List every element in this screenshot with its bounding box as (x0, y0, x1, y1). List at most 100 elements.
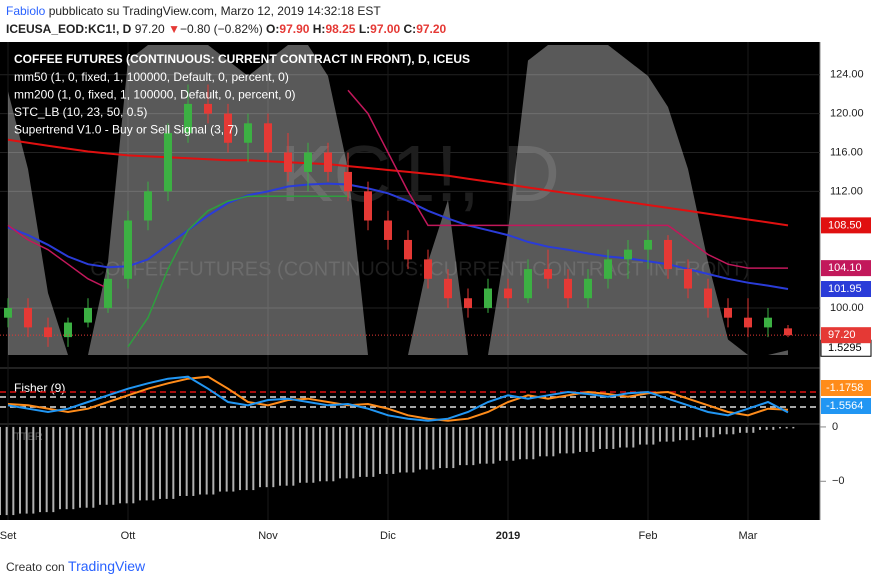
histogram-bar (512, 426, 515, 461)
histogram-bar (299, 426, 301, 483)
x-tick-label: Ott (121, 530, 136, 542)
histogram-bar (739, 426, 741, 433)
histogram-bar (499, 426, 501, 461)
histogram-bar (752, 426, 755, 433)
histogram-bar (372, 426, 375, 477)
histogram-bar (419, 426, 421, 470)
candle-body (464, 298, 472, 308)
histogram-bar (39, 426, 41, 513)
candle-body (64, 322, 72, 338)
histogram-bar (619, 426, 621, 448)
legend-item: mm50 (1, 0, fixed, 1, 100000, Default, 0… (14, 70, 289, 84)
pane-title: Fisher (9) (14, 381, 65, 395)
candle-body (144, 191, 152, 221)
histogram-bar (265, 426, 268, 488)
histogram-bar (652, 426, 655, 445)
candle-body (424, 259, 432, 279)
histogram-bar (425, 426, 428, 470)
histogram-bar (605, 426, 608, 449)
histogram-bar (525, 426, 528, 460)
histogram-bar (212, 426, 215, 495)
histogram-bar (392, 426, 395, 474)
o-key: O: (266, 22, 280, 36)
price-label-bg (821, 281, 871, 298)
candle-body (164, 133, 172, 192)
watermark-sub: COFFEE FUTURES (CONTINUOUS: CURRENT CONT… (90, 258, 749, 280)
histogram-bar (232, 426, 235, 492)
histogram-bar (452, 426, 455, 469)
histogram-bar (145, 426, 148, 501)
histogram-bar (85, 426, 88, 508)
histogram-bar (645, 426, 648, 445)
histogram-bar (185, 426, 188, 496)
histogram-bar (552, 426, 555, 457)
candle-body (4, 307, 12, 318)
histogram-bar (52, 426, 55, 513)
histogram-bar (432, 426, 435, 470)
candle-body (624, 249, 632, 260)
histogram-bar (672, 426, 675, 442)
candle-body (444, 278, 452, 299)
candle-body (184, 103, 192, 134)
x-tick-label: Set (0, 530, 16, 542)
candle-body (44, 327, 52, 338)
histogram-bar (259, 426, 261, 488)
o: 97.90 (279, 22, 310, 36)
histogram-bar (72, 426, 75, 510)
histogram-bar (345, 426, 348, 479)
histogram-bar (305, 426, 308, 483)
price-label-bg (821, 217, 871, 234)
histogram-bar (539, 426, 541, 457)
histogram-bar (692, 426, 695, 441)
histogram-bar (519, 426, 521, 460)
price-label: -1.1758 (826, 382, 863, 394)
histogram-bar (765, 426, 768, 430)
histogram-bar (352, 426, 355, 479)
histogram-bar (245, 426, 248, 491)
histogram-bar (492, 426, 495, 464)
candle-body (484, 288, 492, 308)
candle-body (684, 269, 692, 289)
histogram-bar (12, 426, 15, 516)
histogram-bar (399, 426, 401, 473)
histogram-bar (219, 426, 221, 492)
histogram-bar (625, 426, 628, 448)
histogram-bar (312, 426, 315, 483)
histogram-bar (225, 426, 228, 492)
histogram-bar (405, 426, 408, 473)
l-key: L: (358, 22, 371, 36)
pane-title: TTER (14, 431, 43, 443)
price-label-bg (821, 260, 871, 277)
histogram-bar (639, 426, 641, 445)
brand[interactable]: TradingView (68, 558, 146, 574)
h-key: H: (312, 22, 326, 36)
y-tick-label: 100.00 (830, 302, 864, 314)
histogram-bar (165, 426, 168, 499)
indicator-line (7, 182, 789, 290)
candle-body (584, 278, 592, 299)
candle-body (224, 113, 232, 143)
histogram-bar (659, 426, 661, 442)
y-tick-label: 112.00 (830, 185, 863, 197)
author[interactable]: Fabiolo (6, 4, 46, 18)
histogram-bar (665, 426, 668, 442)
histogram-bar (192, 426, 195, 496)
price: 97.20 (134, 22, 165, 36)
y-tick-label: 124.00 (830, 69, 864, 81)
c: 97.20 (416, 22, 447, 36)
stc-area (8, 45, 788, 355)
histogram-bar (19, 426, 21, 514)
histogram-bar (359, 426, 361, 477)
candle-body (544, 269, 552, 279)
histogram-bar (532, 426, 535, 460)
price-label: 108.50 (828, 219, 862, 231)
histogram-bar (459, 426, 461, 466)
candle-body (344, 171, 352, 192)
histogram-bar (505, 426, 508, 461)
histogram-bar (612, 426, 615, 449)
histogram-bar (719, 426, 721, 435)
candle-body (384, 220, 392, 240)
histogram-bar (585, 426, 588, 452)
histogram-bar (252, 426, 255, 491)
